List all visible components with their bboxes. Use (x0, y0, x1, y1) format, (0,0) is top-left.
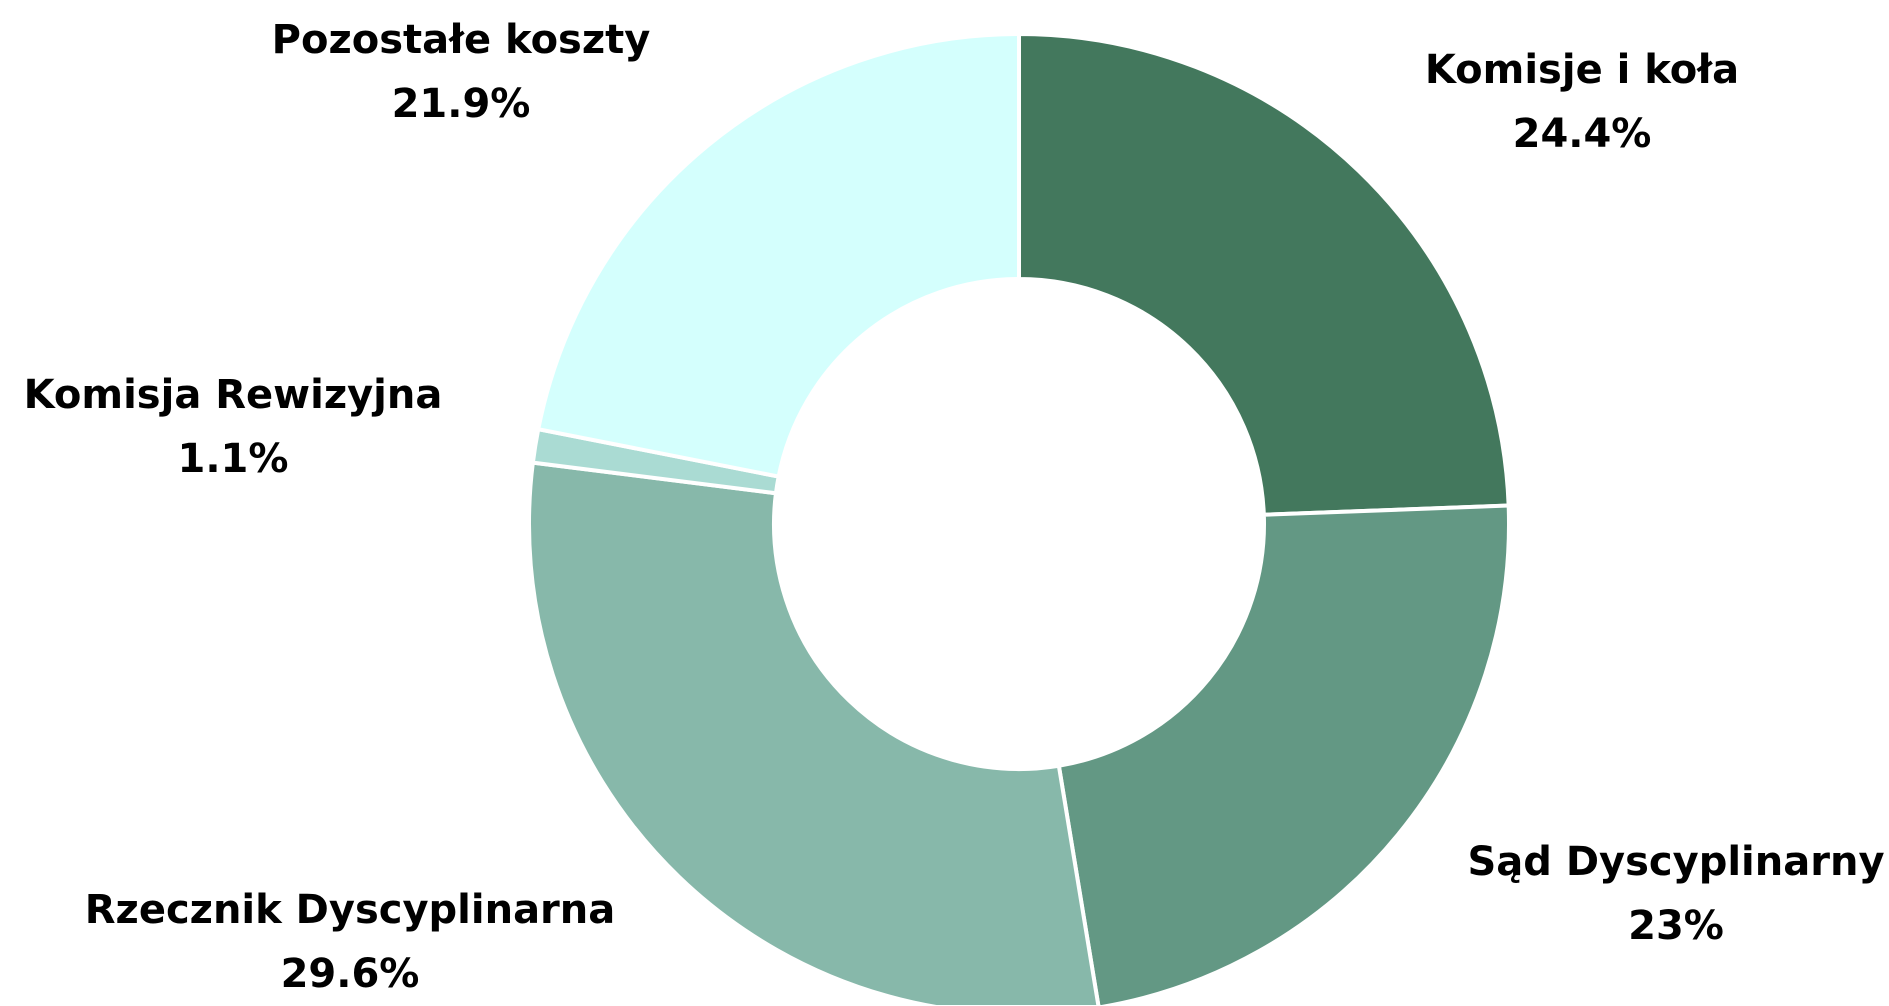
slice-value-text: 29.6% (280, 951, 420, 997)
slice-label-text: Komisja Rewizyjna (23, 372, 443, 418)
slice-label-text: Pozostałe koszty (271, 17, 651, 63)
label-rzecznik-dyscyplinarna: Rzecznik Dyscyplinarna 29.6% (85, 878, 616, 1006)
label-sad-dyscyplinarny: Sąd Dyscyplinarny 23% (1467, 830, 1884, 958)
slice-value-text: 23% (1628, 903, 1724, 949)
label-komisje-i-kola: Komisje i koła 24.4% (1425, 38, 1739, 166)
label-komisja-rewizyjna: Komisja Rewizyjna 1.1% (24, 363, 443, 491)
slice-value-text: 24.4% (1512, 111, 1652, 157)
slice-value-text: 1.1% (177, 436, 289, 482)
donut-slice-0 (1017, 31, 1511, 517)
donut-slice-4 (535, 31, 1021, 479)
slice-label-text: Sąd Dyscyplinarny (1467, 839, 1885, 885)
slice-value-text: 21.9% (391, 81, 531, 127)
donut-slice-1 (1056, 503, 1511, 1005)
donut-slice-2 (527, 460, 1101, 1005)
slice-label-text: Rzecznik Dyscyplinarna (84, 887, 616, 933)
slice-label-text: Komisje i koła (1424, 47, 1740, 93)
label-pozostale-koszty: Pozostałe koszty 21.9% (272, 8, 651, 136)
